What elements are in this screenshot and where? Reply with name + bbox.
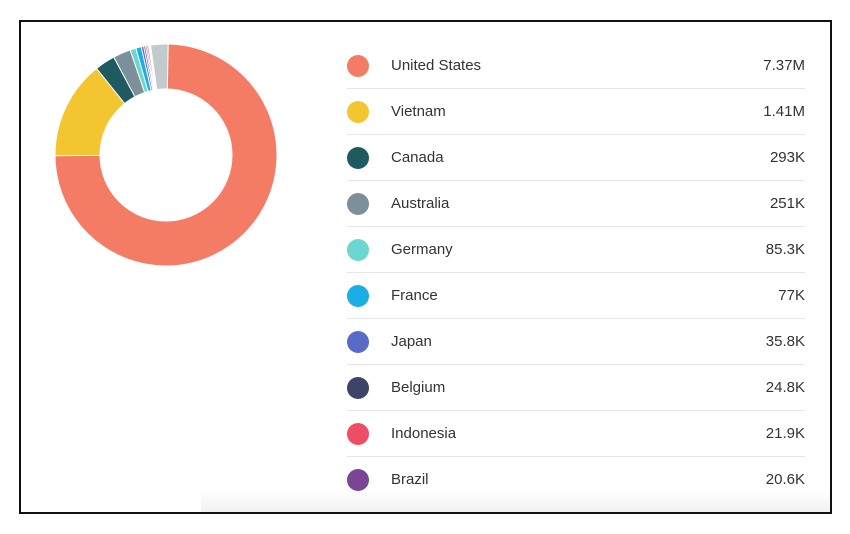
legend: United States 7.37M Vietnam 1.41M Canada 293K… — [347, 43, 805, 503]
legend-label: Canada — [391, 149, 444, 166]
legend-label: Belgium — [391, 379, 446, 396]
legend-row-france[interactable]: France 77K — [347, 273, 805, 319]
legend-swatch — [347, 469, 369, 491]
legend-label: United States — [391, 57, 482, 74]
legend-label: Vietnam — [391, 103, 446, 120]
legend-divider — [347, 410, 805, 411]
slice-united-states[interactable] — [54, 43, 278, 267]
legend-value: 77K — [778, 287, 805, 304]
slice-brazil[interactable] — [146, 44, 157, 91]
legend-swatch — [347, 101, 369, 123]
legend-swatch — [347, 423, 369, 445]
legend-label: Germany — [391, 241, 453, 258]
legend-value: 85.3K — [765, 241, 805, 258]
legend-row-japan[interactable]: Japan 35.8K — [347, 319, 805, 365]
legend-row-indonesia[interactable]: Indonesia 21.9K — [347, 411, 805, 457]
donut-chart — [54, 43, 278, 267]
legend-swatch — [347, 331, 369, 353]
legend-row-united-states[interactable]: United States 7.37M — [347, 43, 805, 89]
legend-label: Indonesia — [391, 425, 457, 442]
chart-panel: United States 7.37M Vietnam 1.41M Canada 293K… — [19, 20, 832, 514]
legend-divider — [347, 226, 805, 227]
legend-divider — [347, 456, 805, 457]
legend-row-vietnam[interactable]: Vietnam 1.41M — [347, 89, 805, 135]
legend-value: 20.6K — [765, 471, 805, 488]
legend-row-germany[interactable]: Germany 85.3K — [347, 227, 805, 273]
legend-swatch — [347, 55, 369, 77]
legend-divider — [347, 364, 805, 365]
legend-value: 24.8K — [765, 379, 805, 396]
legend-label: Australia — [391, 195, 450, 212]
legend-divider — [347, 134, 805, 135]
legend-row-belgium[interactable]: Belgium 24.8K — [347, 365, 805, 411]
legend-label: Japan — [391, 333, 432, 350]
legend-label: Brazil — [391, 471, 429, 488]
legend-value: 1.41M — [763, 103, 805, 120]
legend-swatch — [347, 377, 369, 399]
legend-divider — [347, 180, 805, 181]
legend-value: 251K — [769, 195, 805, 212]
legend-row-canada[interactable]: Canada 293K — [347, 135, 805, 181]
legend-value: 293K — [769, 149, 805, 166]
legend-divider — [347, 318, 805, 319]
legend-value: 35.8K — [765, 333, 805, 350]
legend-swatch — [347, 193, 369, 215]
legend-divider — [347, 88, 805, 89]
legend-divider — [347, 272, 805, 273]
legend-value: 7.37M — [763, 57, 805, 74]
legend-swatch — [347, 147, 369, 169]
legend-swatch — [347, 285, 369, 307]
legend-label: France — [391, 287, 438, 304]
legend-value: 21.9K — [765, 425, 805, 442]
legend-row-brazil[interactable]: Brazil 20.6K — [347, 457, 805, 503]
legend-swatch — [347, 239, 369, 261]
legend-row-australia[interactable]: Australia 251K — [347, 181, 805, 227]
slice-other[interactable] — [149, 43, 169, 91]
